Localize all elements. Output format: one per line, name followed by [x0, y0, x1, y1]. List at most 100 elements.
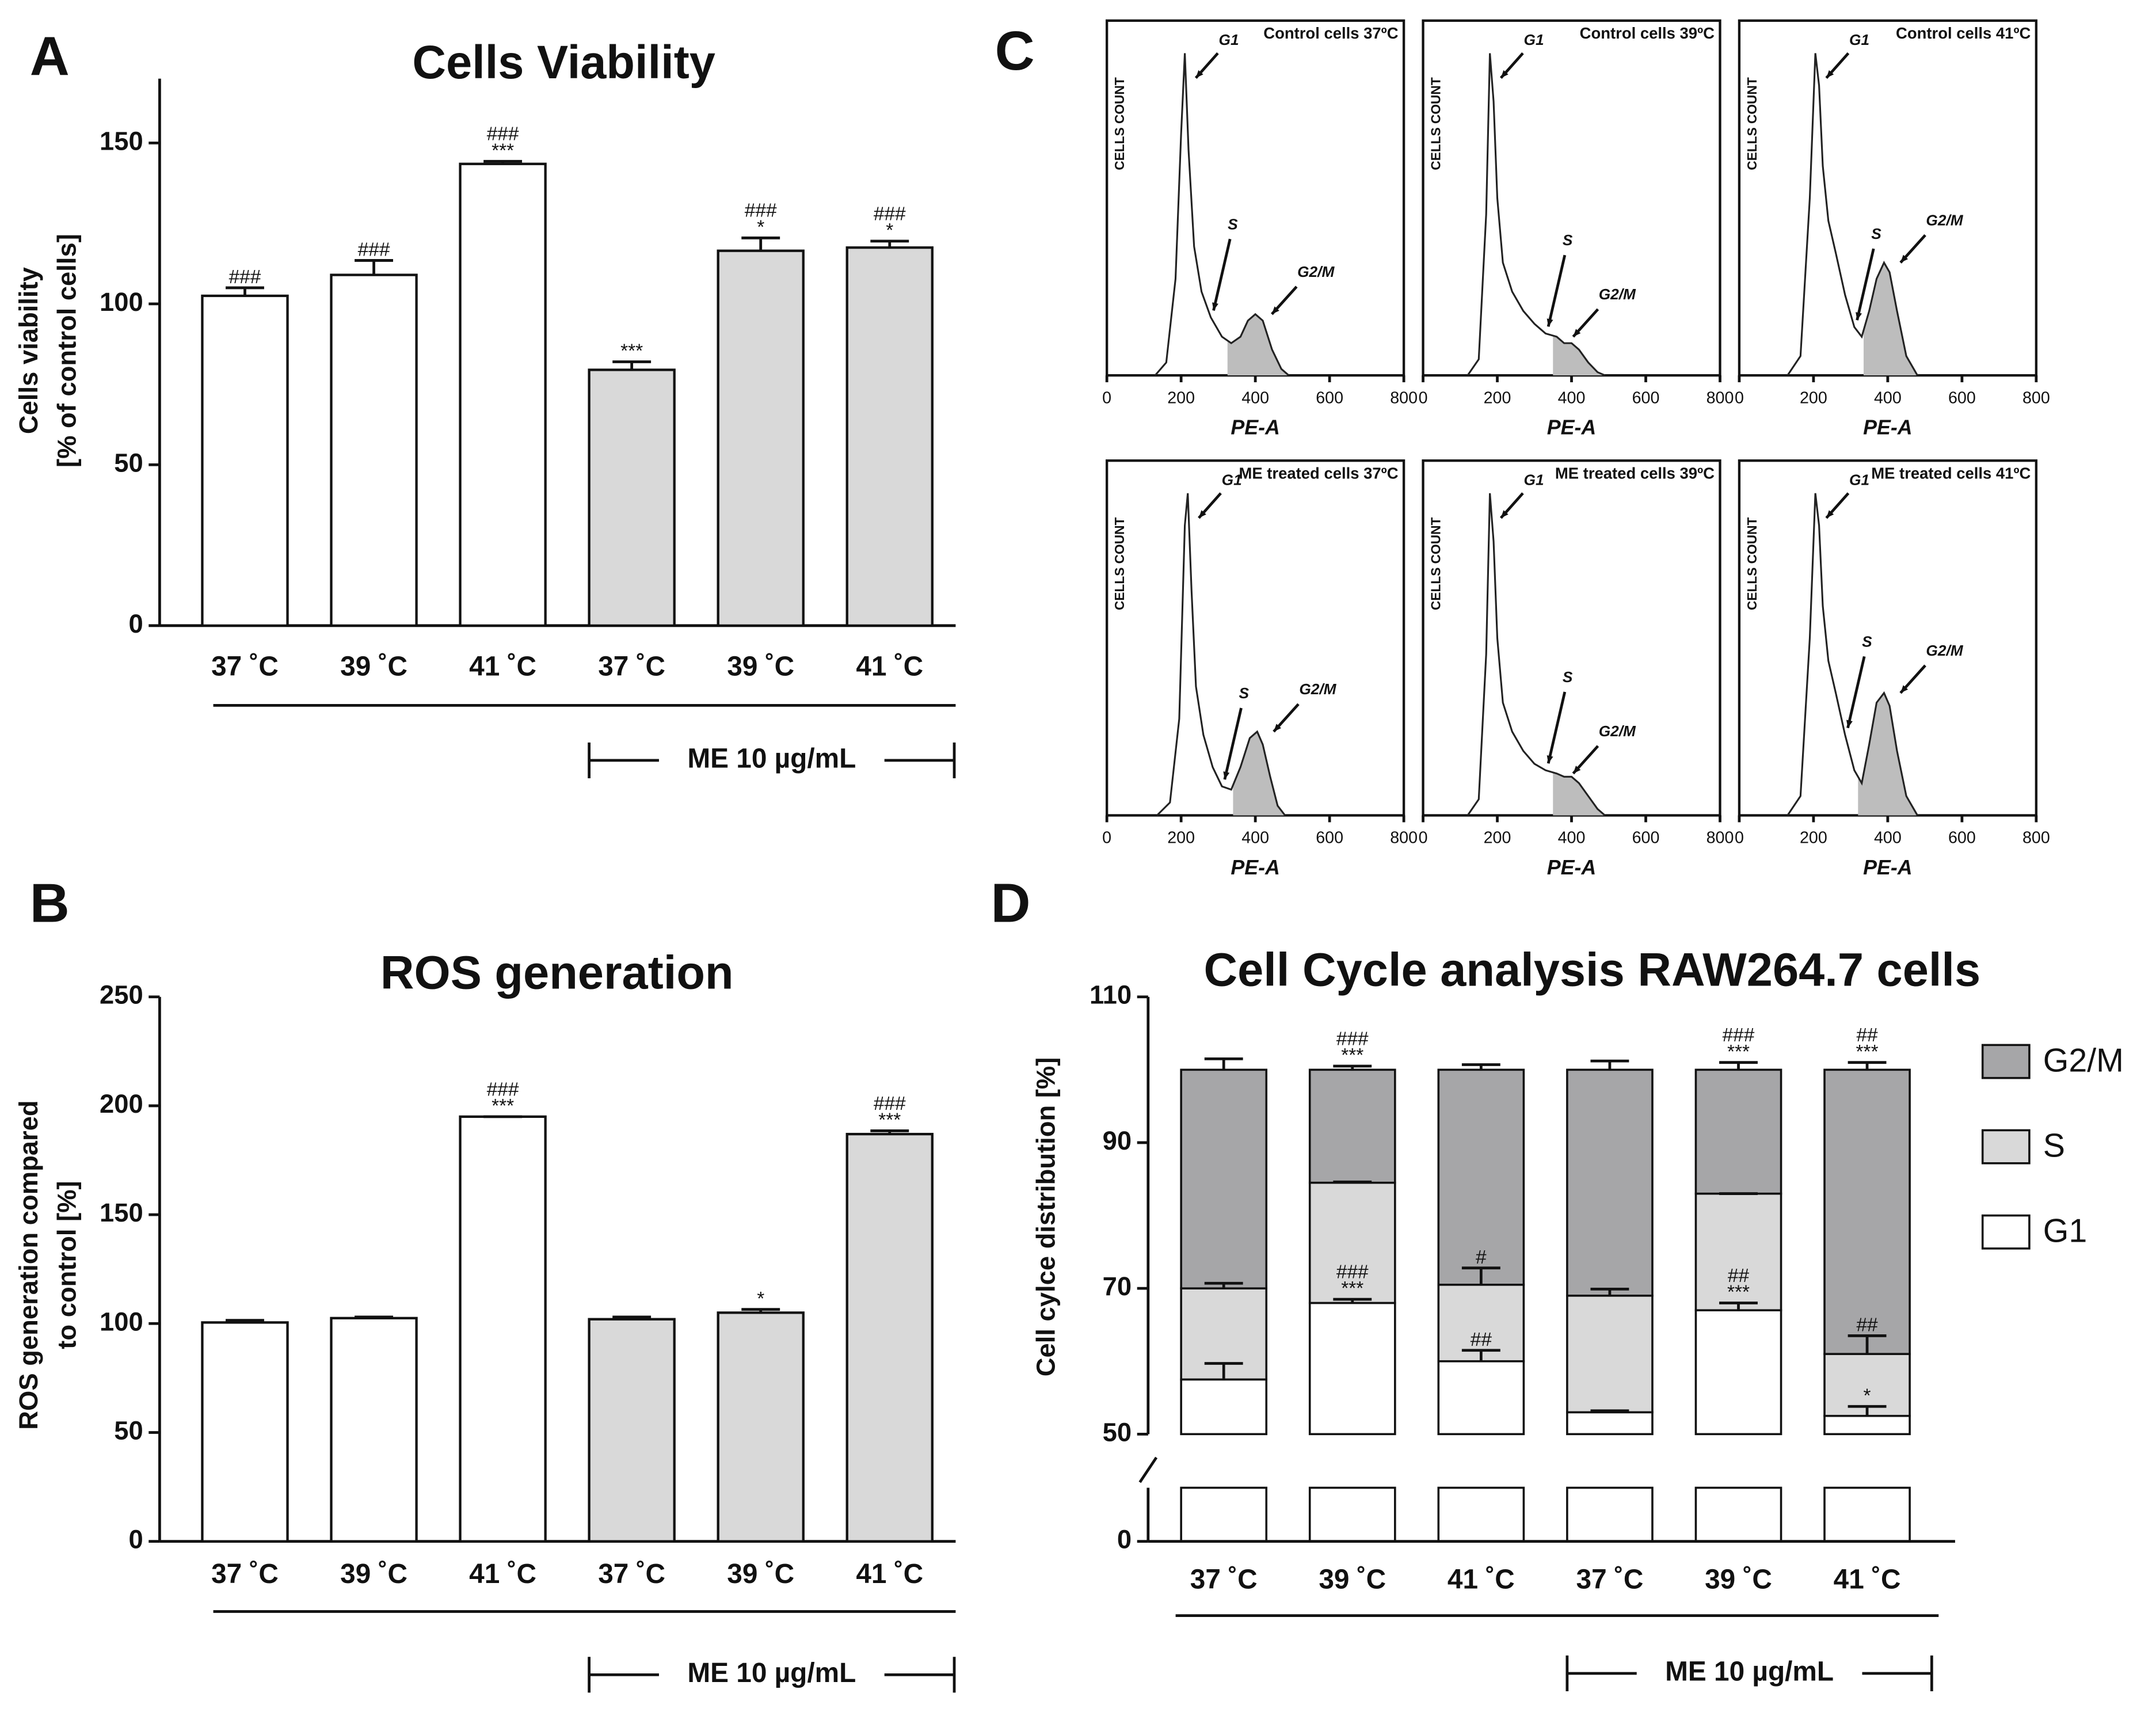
chart-title: Cells Viability	[412, 36, 715, 89]
x-tick-label: 800	[2022, 829, 2050, 847]
bar-segment	[1308, 1068, 1396, 1184]
histogram-curve	[1466, 53, 1606, 376]
x-tick-label: 200	[1800, 389, 1827, 407]
arrow	[1546, 691, 1567, 764]
plot-title: Control cells 39ºC	[1580, 24, 1715, 42]
significance-label: #	[1476, 1247, 1487, 1268]
x-tick-label: 37 ˚C	[1190, 1565, 1258, 1595]
y-axis-label: CELLS COUNT	[1112, 518, 1127, 610]
legend-swatch	[1981, 1129, 2031, 1165]
peak-label: G1	[1222, 471, 1242, 488]
significance-label: *	[886, 220, 893, 241]
arrow-head	[1212, 302, 1218, 311]
x-tick-label: 0	[1102, 389, 1111, 407]
bar-segment	[1566, 1411, 1654, 1436]
peak-label: G2/M	[1926, 642, 1963, 659]
y-axis-label: Cells viability	[14, 267, 43, 434]
significance-label: ***	[1341, 1278, 1363, 1299]
histogram-curve	[1786, 493, 1918, 816]
bar-segment	[1308, 1181, 1396, 1304]
x-tick-label: 800	[1706, 389, 1734, 407]
bar	[201, 1321, 289, 1543]
group-label: ME 10 µg/mL	[1665, 1657, 1834, 1687]
x-tick-label: 200	[1484, 829, 1511, 847]
y-tick-label: 200	[100, 1089, 143, 1118]
arrow	[1546, 254, 1567, 327]
y-tick-label: 90	[1103, 1126, 1132, 1155]
y-tick-label: 110	[1090, 980, 1132, 1010]
histogram-curve	[1786, 53, 1918, 376]
arrow-head	[1846, 720, 1853, 728]
arrow-head	[1900, 254, 1909, 263]
histogram-curve	[1154, 53, 1290, 376]
axis-break	[1138, 1456, 1158, 1483]
x-tick-label: 600	[1316, 389, 1343, 407]
x-tick-label: 0	[1419, 389, 1428, 407]
x-axis-label: PE-A	[1231, 416, 1280, 439]
y-tick-label: 250	[100, 980, 143, 1010]
y-axis-label: CELLS COUNT	[1428, 518, 1443, 610]
significance-label: *	[757, 1288, 764, 1310]
bar-stub	[1437, 1486, 1525, 1543]
x-tick-label: 800	[1390, 389, 1418, 407]
peak-label: G2/M	[1599, 286, 1636, 303]
shaded-area	[1858, 693, 1918, 816]
y-tick-label: 0	[1117, 1525, 1132, 1554]
arrow-head	[1826, 70, 1834, 78]
peak-label: G2/M	[1297, 263, 1335, 280]
peak-label: G1	[1849, 471, 1869, 488]
y-axis-label: CELLS COUNT	[1112, 77, 1127, 170]
x-tick-label: 400	[1558, 829, 1586, 847]
panel-letter: C	[995, 21, 1035, 82]
bar	[717, 249, 805, 627]
x-tick-label: 200	[1484, 389, 1511, 407]
peak-label: G2/M	[1926, 212, 1963, 229]
x-tick-label: 200	[1167, 389, 1195, 407]
bar-stub	[1694, 1486, 1782, 1543]
significance-label: ***	[1727, 1282, 1750, 1303]
arrow-head	[1198, 510, 1206, 518]
significance-label: ###	[487, 124, 519, 145]
peak-label: G1	[1524, 31, 1544, 48]
x-axis-label: PE-A	[1863, 856, 1913, 879]
legend-label: G1	[2043, 1213, 2087, 1250]
bar	[588, 1318, 676, 1543]
arrow	[1212, 238, 1232, 311]
y-axis-label: CELLS COUNT	[1428, 77, 1443, 170]
panel-letter: B	[30, 873, 70, 934]
y-axis-label: CELLS COUNT	[1744, 77, 1759, 170]
x-tick-label: 0	[1735, 389, 1744, 407]
histogram-curve	[1156, 493, 1286, 816]
x-tick-label: 37 ˚C	[211, 651, 279, 682]
x-tick-label: 200	[1167, 829, 1195, 847]
x-tick-label: 0	[1735, 829, 1744, 847]
chart-title: ROS generation	[380, 946, 734, 999]
shaded-area	[1227, 314, 1289, 376]
group-label: ME 10 µg/mL	[687, 744, 856, 774]
significance-label: ###	[1336, 1028, 1369, 1049]
significance-label: ##	[1856, 1315, 1878, 1336]
x-axis-label: PE-A	[1547, 856, 1597, 879]
x-tick-label: 0	[1419, 829, 1428, 847]
legend-swatch	[1981, 1044, 2031, 1079]
bar	[845, 1132, 934, 1543]
significance-label: ###	[229, 267, 261, 288]
peak-label: G1	[1524, 471, 1544, 488]
bar-segment	[1180, 1068, 1268, 1289]
x-tick-label: 600	[1632, 389, 1660, 407]
arrow-head	[1500, 510, 1509, 518]
x-tick-label: 39 ˚C	[727, 1559, 794, 1589]
peak-label: G2/M	[1599, 722, 1636, 740]
plot-title: ME treated cells 39ºC	[1555, 464, 1715, 482]
peak-label: G1	[1219, 31, 1239, 48]
y-axis-label: Cell cylce distribution [%]	[1031, 1057, 1060, 1377]
shaded-area	[1553, 336, 1605, 376]
bar-segment	[1566, 1068, 1654, 1297]
x-tick-label: 400	[1241, 829, 1269, 847]
y-tick-label: 100	[100, 1307, 143, 1336]
bar-stub	[1823, 1486, 1911, 1543]
arrow	[1846, 656, 1866, 729]
arrow-head	[1546, 755, 1553, 764]
